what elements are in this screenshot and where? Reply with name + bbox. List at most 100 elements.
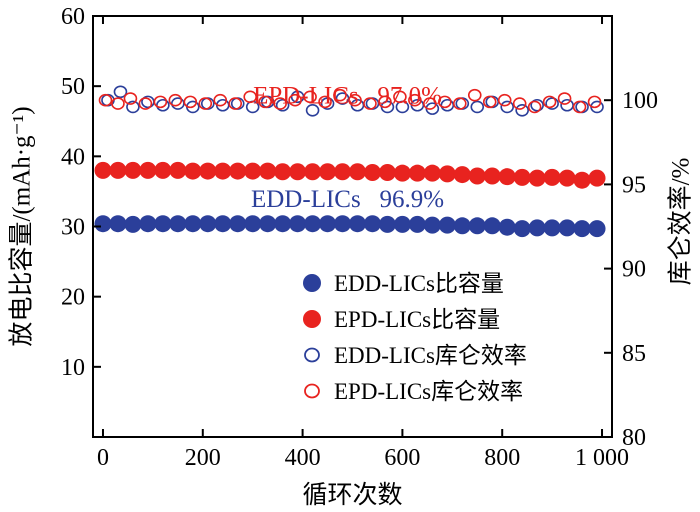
y-left-tick-label: 30	[61, 215, 85, 241]
legend-label: EPD-LICs库仑效率	[334, 379, 523, 404]
data-point	[199, 215, 217, 233]
data-point	[378, 95, 392, 109]
data-point	[573, 171, 591, 189]
x-tick-label: 600	[384, 445, 420, 471]
y-left-tick-label: 40	[61, 144, 85, 170]
x-tick-label: 1 000	[575, 445, 629, 471]
data-point	[515, 104, 529, 117]
data-point	[259, 215, 277, 233]
data-point	[588, 220, 606, 238]
data-point	[123, 92, 138, 105]
data-point	[348, 215, 366, 233]
data-point	[438, 95, 452, 109]
data-point	[363, 215, 381, 233]
data-point	[558, 219, 576, 237]
data-point	[438, 165, 456, 183]
legend-label: EPD-LICs比容量	[334, 307, 500, 332]
data-point	[154, 215, 172, 233]
data-point	[470, 100, 485, 114]
data-point	[258, 95, 272, 109]
data-point	[557, 92, 572, 105]
data-point	[393, 215, 411, 233]
data-point	[275, 98, 290, 112]
y-right-tick-label: 85	[622, 341, 646, 367]
legend-label: EDD-LICs库仑效率	[334, 343, 527, 368]
x-axis-title: 循环次数	[302, 481, 402, 509]
data-point	[318, 95, 332, 109]
data-point	[468, 167, 486, 185]
data-point	[378, 163, 396, 181]
data-point	[333, 88, 347, 102]
data-point	[94, 215, 112, 233]
series-3	[98, 88, 602, 114]
data-point	[184, 215, 202, 233]
y-right-tick-label: 100	[622, 88, 658, 114]
data-point	[244, 215, 262, 233]
data-point	[423, 216, 441, 234]
annotation: EDD-LICs 96.9%	[251, 186, 444, 213]
data-point	[483, 167, 501, 185]
data-point	[304, 163, 322, 181]
data-point	[259, 162, 277, 180]
data-point	[229, 162, 247, 180]
plot-area	[94, 85, 606, 238]
data-point	[98, 93, 113, 107]
data-point	[423, 97, 437, 110]
x-tick-label: 800	[484, 445, 520, 471]
data-point	[243, 90, 257, 104]
data-point	[109, 161, 127, 179]
data-point	[545, 97, 559, 110]
data-point	[393, 90, 407, 104]
data-point	[274, 163, 292, 181]
data-point	[334, 163, 352, 181]
data-point	[156, 98, 170, 112]
data-point	[199, 162, 217, 180]
data-point	[483, 217, 501, 235]
data-point	[319, 163, 337, 181]
data-point	[244, 162, 262, 180]
series-1	[94, 161, 606, 189]
data-point	[169, 161, 187, 179]
legend-marker	[304, 383, 320, 399]
data-point	[273, 97, 287, 110]
data-point	[334, 215, 352, 233]
data-point	[572, 100, 587, 114]
data-point	[153, 95, 168, 109]
data-point	[587, 95, 602, 109]
data-point	[214, 215, 232, 233]
data-point	[113, 85, 128, 99]
data-point	[408, 164, 426, 182]
y-left-tick-label: 60	[61, 4, 85, 30]
data-point	[139, 215, 157, 233]
data-point	[467, 88, 482, 102]
data-point	[183, 95, 198, 109]
x-tick-label: 200	[185, 445, 221, 471]
data-point	[530, 98, 544, 112]
data-point	[543, 168, 561, 186]
data-point	[498, 218, 516, 236]
data-point	[513, 168, 531, 186]
data-point	[139, 161, 157, 179]
data-point	[482, 95, 497, 109]
data-point	[288, 93, 302, 107]
data-point	[169, 215, 187, 233]
annotation: EPD-LICs 97.0%	[253, 83, 442, 110]
data-point	[560, 98, 574, 112]
data-point	[497, 93, 512, 107]
data-point	[320, 97, 335, 110]
data-point	[378, 215, 396, 233]
data-point	[453, 217, 471, 235]
data-point	[527, 100, 542, 114]
y-axis-left-title: 放电比容量/(mAh·g⁻¹)	[8, 106, 36, 346]
data-point	[274, 215, 292, 233]
y-right-tick-label: 90	[622, 257, 646, 283]
data-point	[363, 163, 381, 181]
legend-label: EDD-LICs比容量	[334, 271, 504, 296]
data-point	[528, 219, 546, 237]
data-point	[124, 215, 142, 233]
data-point	[138, 97, 153, 110]
data-point	[214, 162, 232, 180]
data-point	[452, 97, 467, 110]
data-point	[363, 97, 377, 110]
data-point	[111, 97, 125, 110]
